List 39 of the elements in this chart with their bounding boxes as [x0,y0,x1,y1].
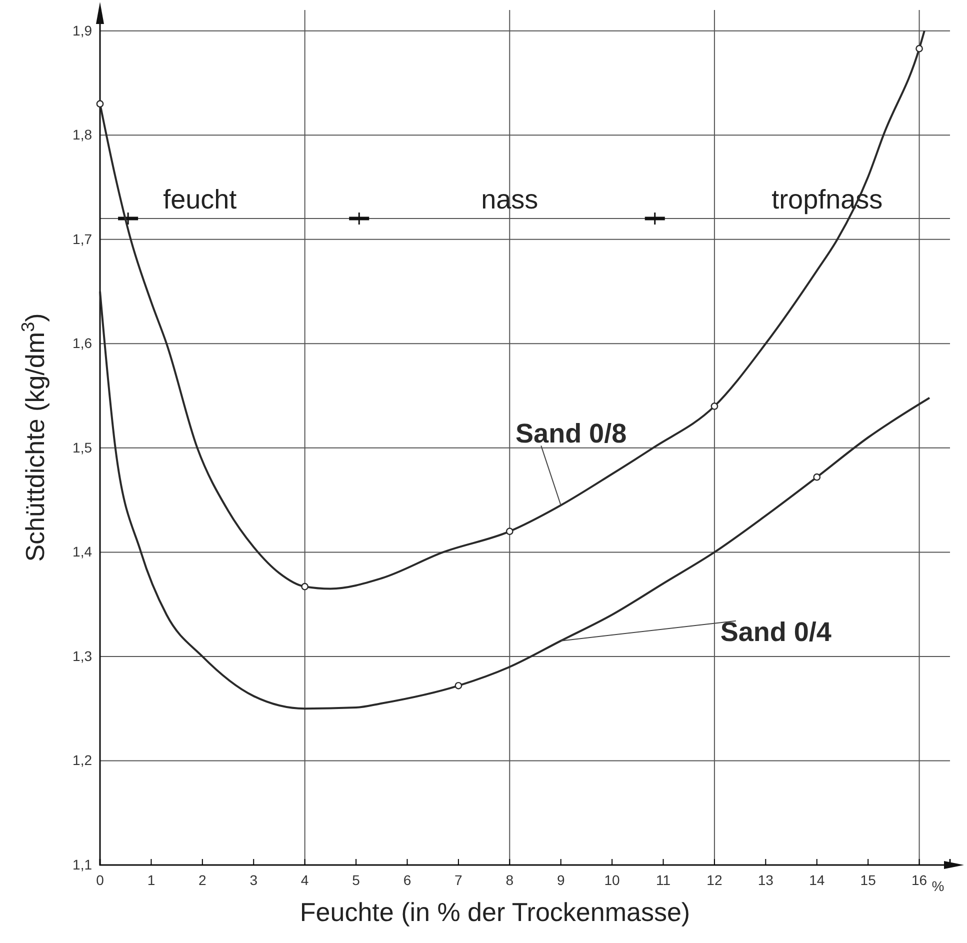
x-axis-title: Feuchte (in % der Trockenmasse) [300,897,690,927]
point [710,402,718,410]
annotation: feucht [163,184,238,215]
x-tick-label: 1 [147,872,156,888]
series-label: Sand 0/8 [516,418,627,449]
text: % [932,878,944,894]
point [301,582,309,590]
x-tick-label: 13 [758,872,774,888]
y-tick-label: 1,9 [72,22,92,38]
x-tick-label: 0 [96,872,104,888]
point [96,100,104,108]
y-tick-label: 1,5 [72,439,92,456]
point [506,528,514,536]
x-tick-label: 12 [706,872,722,888]
y-tick-label: 1,7 [72,230,92,247]
x-tick-label: 5 [352,872,360,888]
point [916,44,923,52]
x-tick-label: 6 [403,872,412,888]
y-tick-label: 1,1 [72,856,92,872]
x-tick-label: 7 [454,872,463,888]
x-tick-label: 4 [300,872,309,888]
x-tick-label: 15 [860,872,876,888]
y-tick-label: 1,8 [72,126,92,143]
x-tick-label: 2 [198,872,207,888]
x-tick-label: 16 [911,872,928,888]
y-tick-label: 1,4 [72,544,92,560]
y-tick-label: 1,3 [72,648,92,664]
x-tick-label: 11 [656,872,671,888]
point [813,473,821,481]
y-tick-label: 1,2 [72,752,92,768]
y-tick-label: 1,6 [72,335,92,352]
x-tick-label: 8 [506,872,514,888]
x-tick-label: 10 [604,872,620,888]
x-tick-label: 3 [250,872,258,888]
line-series [99,290,931,710]
point [454,682,462,690]
text: Sand 0/4 [720,616,832,647]
x-tick-label: 14 [809,872,825,888]
x-tick-label: 9 [556,872,565,888]
